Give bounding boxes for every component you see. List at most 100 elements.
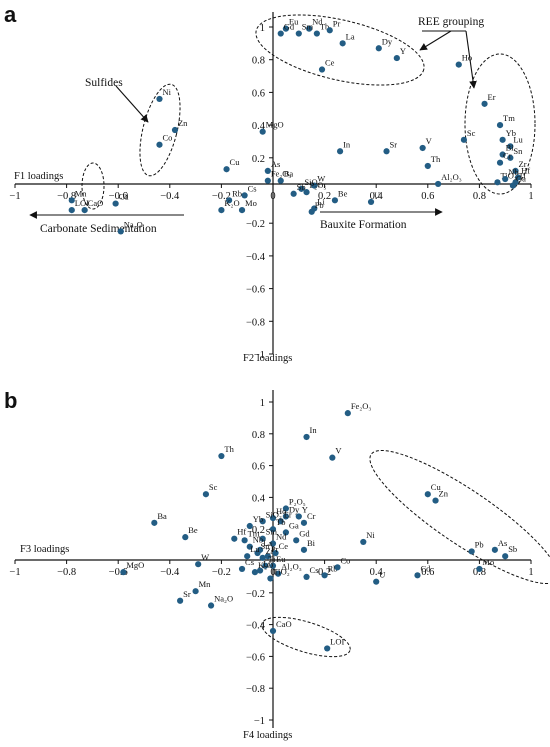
panel-b-point-marker — [241, 537, 248, 544]
panel-b-x-tick: −0.6 — [109, 560, 128, 578]
panel-b-point-label: Cs — [245, 557, 254, 567]
panel-b-point-marker — [231, 535, 238, 542]
panel-a-point-marker — [393, 54, 400, 62]
panel-a-x-tick-label: 1 — [528, 191, 533, 202]
panel-b-point: Sb — [502, 544, 517, 560]
panel-a-point-marker — [339, 40, 346, 47]
panel-a-point-marker — [424, 162, 431, 170]
panel-b-point-label: Y — [302, 504, 308, 514]
panel-a-point-marker — [435, 180, 442, 188]
panel-a-point: Ba — [277, 169, 293, 184]
panel-a-point-marker — [306, 25, 313, 32]
panel-b-point-marker — [264, 553, 271, 560]
panel-b-y-axis-title: F4 loadings — [243, 730, 292, 741]
panel-a-point: TiO₂ — [494, 170, 517, 186]
panel-b-point-marker — [277, 518, 284, 525]
panel-b-point: Ga — [282, 520, 299, 536]
panel-a-point-marker — [298, 185, 305, 192]
panel-a-label: a — [4, 2, 17, 27]
panel-b-point-label: Pb — [475, 539, 484, 549]
panel-b-point-marker — [300, 546, 308, 553]
panel-b-point: Ni — [360, 530, 375, 546]
panel-b-point-label: Eu — [276, 554, 286, 564]
panel-a-point-marker — [507, 154, 514, 161]
panel-b-point-label: Sn — [261, 541, 271, 551]
panel-a-point-marker — [499, 136, 506, 143]
panel-b-point-label: MgO — [126, 560, 144, 570]
panel-b-point-marker — [177, 597, 184, 604]
panel-b-point: P₂O₅ — [282, 497, 306, 512]
panel-b-y-tick-label: −0.2 — [246, 589, 265, 600]
panel-b-y-tick-label: −1 — [254, 716, 265, 727]
panel-b-point-label: As — [498, 538, 507, 548]
panel-b-point: Th — [218, 444, 235, 460]
panel-a-point-marker — [282, 25, 289, 32]
panel-a-point: Tm — [496, 113, 515, 129]
panel-b-point-label: In — [310, 425, 318, 435]
panel-a-point: Fe₂O₃ — [264, 169, 291, 184]
panel-a-point: Eu — [282, 17, 299, 32]
panel-a-point-label: Er — [488, 92, 496, 102]
panel-b-point-label: Ti — [268, 554, 276, 564]
panel-a-point-label: Rb — [232, 188, 242, 198]
panel-b-point-label: Co — [341, 555, 351, 565]
panel-a-point-marker — [117, 228, 124, 235]
panel-b-point: U — [373, 570, 385, 585]
panel-a-point-marker — [223, 166, 230, 173]
ree-arrow-left — [419, 30, 452, 51]
panel-a-x-tick: 0.4 — [370, 184, 384, 202]
panel-a-point-label: Ho — [462, 53, 472, 63]
panel-b-point: CaO — [269, 619, 292, 635]
panel-a-point: Pb — [308, 200, 324, 215]
panel-a-point-marker — [311, 182, 318, 189]
panel-b-point: Cr — [300, 511, 316, 526]
panel-a-point-marker — [499, 151, 506, 158]
panel-a-point: Co — [156, 133, 172, 148]
panel-a-y-tick: 0.2 — [252, 154, 273, 165]
panel-a-point-marker — [303, 189, 310, 196]
carbonate-sedimentation-annotation: Carbonate Sedimentation — [40, 223, 157, 235]
panel-a-point-marker — [507, 143, 514, 150]
panel-b-point-label: Cs — [310, 565, 319, 575]
panel-b-point-marker — [202, 491, 210, 498]
panel-b-point-marker — [246, 522, 253, 530]
panel-b-point: Bi — [300, 538, 316, 553]
panel-a-point-label: Nb — [508, 167, 518, 177]
panel-b-point: Ho — [269, 506, 286, 522]
panel-a-point: Ho — [455, 53, 472, 68]
panel-b-point-label: TiO₂ — [273, 566, 289, 576]
panel-b-point-marker — [282, 513, 289, 520]
panel-a-point: Gd — [277, 22, 295, 37]
panel-b-x-tick-label: −0.6 — [109, 567, 128, 578]
panel-b-point-marker — [207, 602, 215, 609]
panel-a-point-marker — [331, 197, 339, 204]
panel-a-point-label: Na₂O — [124, 219, 143, 229]
panel-a-point-marker — [295, 30, 302, 37]
panel-a-point: Al₂O₃ — [435, 172, 462, 188]
panel-b-point: Eu — [269, 554, 286, 569]
panel-b-y-tick-label: 0.6 — [252, 462, 265, 473]
panel-a-point: W — [311, 174, 325, 189]
panel-b-point: Nd — [269, 532, 287, 547]
panel-b-point-marker — [267, 575, 274, 582]
panel-b-point-marker — [414, 572, 421, 579]
panel-a-x-tick: 0.6 — [421, 184, 434, 202]
panel-b-x-tick: −1 — [9, 560, 21, 578]
panel-a-point-label: U — [374, 190, 380, 200]
ree-arrow-right — [465, 30, 477, 89]
panel-b-point-marker — [259, 554, 266, 561]
panel-a-point: Bi — [499, 143, 514, 158]
panel-a-point-marker — [259, 128, 266, 135]
panel-b-point-label: Tb — [276, 517, 285, 527]
panel-b-point-marker — [324, 645, 331, 652]
panel-a-point-label: Lu — [513, 134, 523, 144]
panel-a-point-label: Tb — [320, 22, 329, 32]
panel-b-point-label: Nd — [276, 532, 287, 542]
panel-a-point-marker — [496, 122, 504, 129]
panel-b-point-marker — [151, 519, 158, 526]
panel-a-point-label: TiO₂ — [500, 170, 516, 180]
panel-b-point-label: Mn — [199, 579, 212, 589]
panel-a-point: U — [367, 190, 380, 206]
